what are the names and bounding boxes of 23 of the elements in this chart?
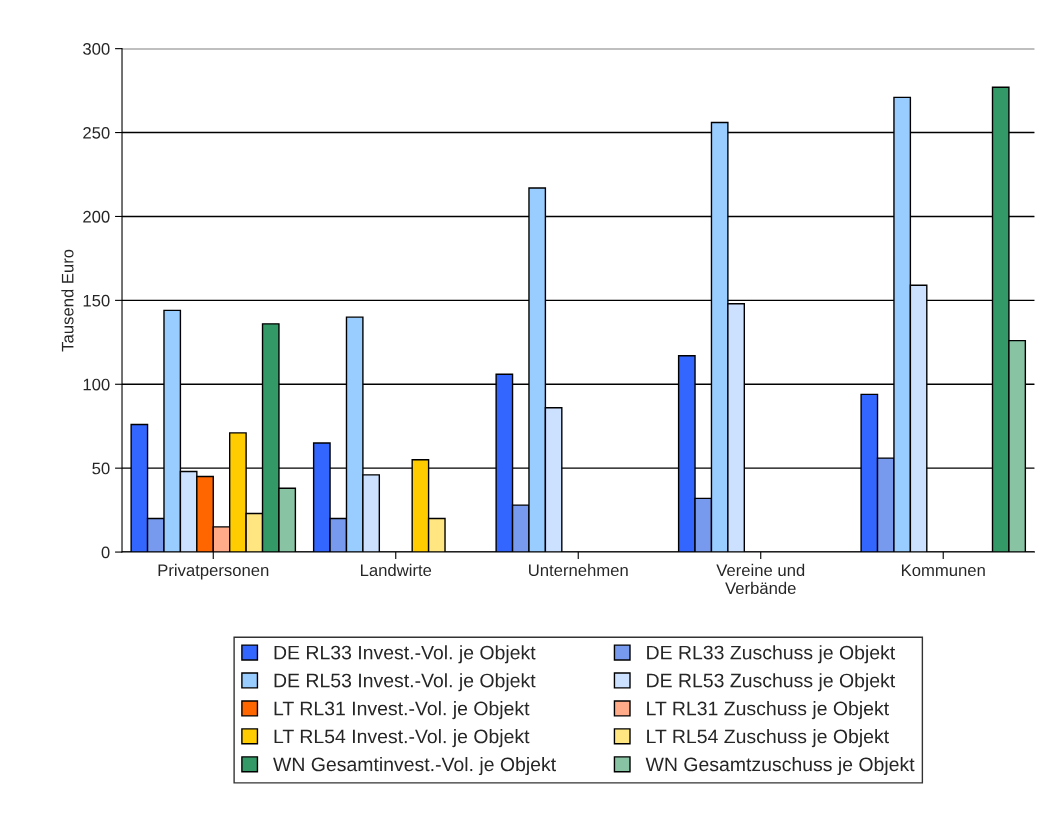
- legend-label: LT RL31 Zuschuss je Objekt: [647, 701, 889, 720]
- x-tick-label: Unternehmen: [529, 563, 628, 577]
- y-tick-label: 150: [83, 294, 110, 307]
- y-axis-title: Tausend Euro: [61, 249, 74, 352]
- y-tick-label: 200: [83, 210, 110, 223]
- legend-label: LT RL54 Zuschuss je Objekt: [647, 729, 889, 748]
- y-tick-label: 300: [83, 43, 110, 55]
- y-tick-label: 250: [83, 126, 110, 139]
- legend-label: LT RL54 Invest.-Vol. je Objekt: [274, 729, 530, 748]
- legend-label: WN Gesamtinvest.-Vol. je Objekt: [273, 756, 556, 776]
- x-tick-label: Kommunen: [901, 564, 985, 577]
- legend-label: DE RL53 Zuschuss je Objekt: [647, 673, 896, 692]
- legend-label: DE RL33 Invest.-Vol. je Objekt: [274, 645, 536, 664]
- x-tick-label: Privatpersonen: [158, 563, 269, 580]
- legend-label: LT RL31 Invest.-Vol. je Objekt: [274, 701, 530, 720]
- y-tick-label: 100: [83, 378, 110, 391]
- x-tick-label: Landwirte: [360, 563, 432, 577]
- legend-label: DE RL33 Zuschuss je Objekt: [647, 645, 896, 664]
- y-tick-label: 50: [92, 462, 110, 475]
- y-tick-label: 0: [101, 546, 110, 559]
- legend-label: WN Gesamtzuschuss je Objekt: [645, 756, 915, 776]
- legend-label: DE RL53 Invest.-Vol. je Objekt: [274, 673, 536, 692]
- x-tick-label: Vereine und Verbände: [716, 563, 805, 595]
